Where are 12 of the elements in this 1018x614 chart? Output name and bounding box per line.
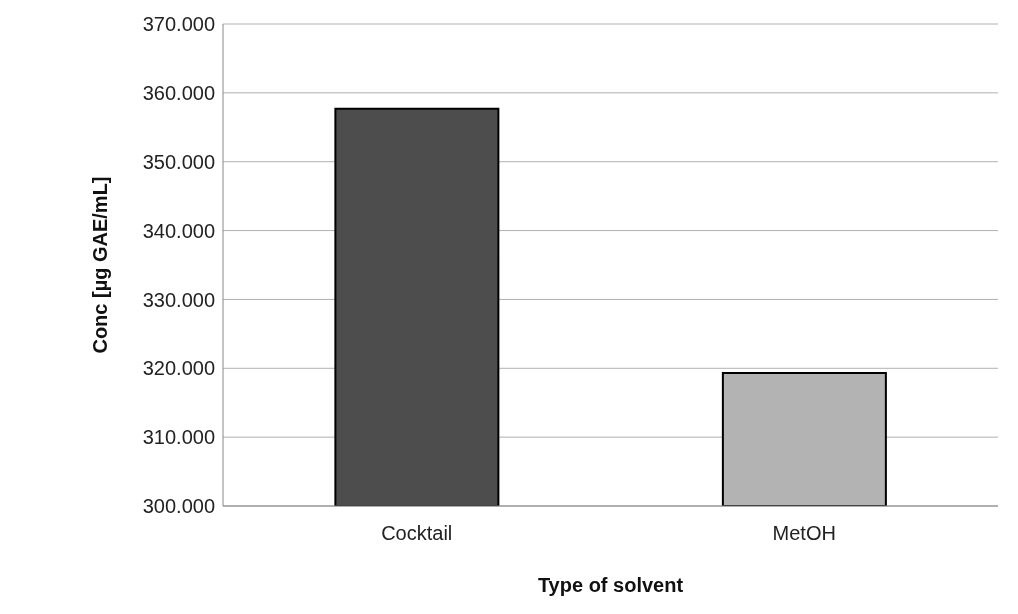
y-tick-label: 330.000	[142, 288, 215, 311]
y-tick-label: 360.000	[142, 81, 215, 104]
x-axis-title: Type of solvent	[537, 574, 684, 596]
x-tick-label: Cocktail	[381, 522, 453, 545]
y-tick-label: 320.000	[142, 357, 215, 380]
y-tick-label: 370.000	[142, 13, 215, 36]
x-tick-label: MetOH	[772, 522, 836, 545]
y-axis-title: Conc [µg GAE/mL]	[89, 176, 112, 354]
y-tick-label: 340.000	[142, 219, 215, 242]
y-tick-label: 350.000	[142, 150, 215, 173]
y-tick-label: 310.000	[142, 426, 215, 449]
y-tick-label: 300.000	[142, 495, 215, 518]
